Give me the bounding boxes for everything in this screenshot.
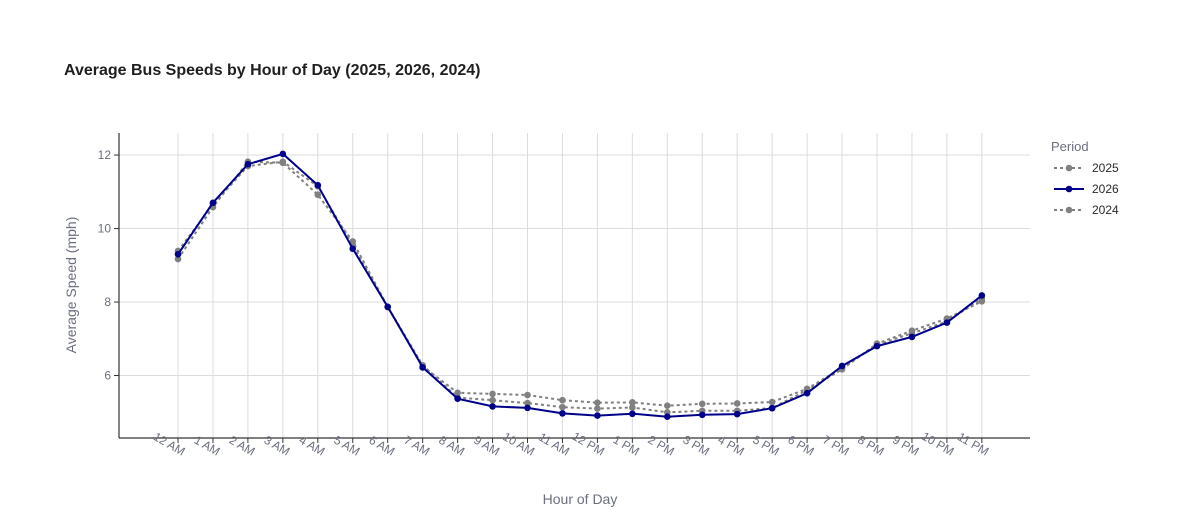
x-tick-label: 6 PM [785,432,816,458]
data-point-2024 [698,400,706,408]
axes [114,133,1030,443]
series-line-2026 [177,152,983,418]
data-point-2026 [698,411,706,419]
series-line-2024 [177,160,983,407]
chart-title: Average Bus Speeds by Hour of Day (2025,… [64,62,481,79]
data-point-2024 [559,396,566,404]
data-point-2026 [489,403,496,410]
data-point-2026 [908,333,916,341]
data-point-2026 [873,342,881,350]
data-point-2026 [174,250,182,258]
data-point-2026 [244,160,252,168]
data-point-2025 [559,403,566,411]
y-tick-label: 12 [98,148,112,162]
legend-item-2025[interactable]: 2025 [1054,161,1119,175]
data-point-2026 [733,410,741,418]
data-point-2024 [768,398,776,406]
legend-label: 2024 [1092,203,1119,217]
y-tick-label: 8 [104,295,111,309]
data-point-2026 [454,395,461,402]
y-tick-label: 6 [104,369,111,383]
x-tick-label: 5 AM [332,433,363,459]
legend-items: 2025 2026 2024 [1054,161,1119,217]
data-point-2024 [733,400,741,407]
x-tick-label: 5 PM [750,432,781,458]
y-tick-labels: 6 8 10 12 [98,148,112,382]
y-axis-title: Average Speed (mph) [63,217,79,354]
x-tick-label: 12 PM [570,429,607,458]
data-point-2026 [559,410,566,417]
data-point-2026 [349,245,357,253]
data-point-2026 [384,303,392,311]
data-point-2026 [209,199,217,207]
x-tick-label: 8 PM [855,432,886,458]
data-point-2026 [524,404,531,412]
data-point-2025 [594,405,601,412]
x-tick-label: 7 AM [401,433,432,459]
legend: Period 2025 2026 2024 [1051,139,1119,217]
data-point-2025 [489,396,496,404]
legend-swatch-marker [1065,164,1073,172]
data-point-2026 [838,362,846,370]
x-tick-label: 9 AM [471,433,502,459]
x-tick-label: 3 PM [680,432,711,458]
x-tick-label: 4 PM [715,432,746,458]
x-tick-labels: 12 AM 1 AM 2 AM 3 AM 4 AM 5 AM 6 AM 7 AM 8 AM 9 A… [151,429,991,458]
data-point-2026 [314,181,322,189]
data-point-2026 [629,410,636,418]
series-2024 [174,158,986,409]
x-tick-label: 4 AM [297,433,328,459]
series-line-2025 [177,160,983,414]
data-point-2024 [489,390,496,398]
data-point-2026 [768,404,776,412]
series-layer [174,150,986,420]
legend-item-2024[interactable]: 2024 [1054,203,1119,217]
x-tick-label: 9 PM [890,432,921,458]
legend-label: 2026 [1092,182,1119,196]
x-tick-label: 1 AM [192,433,223,459]
data-point-2024 [629,399,636,406]
x-axis-title: Hour of Day [543,491,618,507]
data-point-2025 [174,255,182,263]
data-point-2026 [594,412,601,419]
x-tick-label: 2 AM [227,433,258,459]
x-tick-label: 11 PM [955,430,991,459]
data-point-2024 [454,389,461,397]
legend-title: Period [1051,139,1089,154]
data-point-2026 [279,150,287,158]
legend-label: 2025 [1092,161,1119,175]
data-point-2024 [524,391,531,399]
data-point-2026 [943,319,951,326]
x-tick-label: 2 PM [646,432,677,458]
legend-swatch-marker [1065,185,1073,193]
x-tick-label: 6 AM [367,433,398,459]
data-point-2024 [594,399,601,407]
x-tick-label: 10 AM [501,429,537,458]
x-tick-label: 7 PM [820,432,851,458]
legend-item-2026[interactable]: 2026 [1054,182,1119,196]
x-tick-label: 10 PM [919,429,956,458]
data-point-2024 [664,402,671,409]
data-point-2025 [629,404,636,411]
x-tick-label: 8 AM [436,433,467,459]
data-point-2026 [419,364,426,371]
data-point-2024 [279,158,287,165]
series-2026 [174,150,986,420]
data-point-2026 [664,413,671,420]
x-tick-label: 3 AM [262,433,293,459]
data-point-2026 [978,292,986,299]
legend-swatch-marker [1065,206,1073,214]
grid-lines [119,133,1030,438]
x-tick-label: 12 AM [151,429,187,458]
data-point-2026 [803,389,811,397]
y-tick-label: 10 [98,222,112,236]
data-point-2025 [524,399,531,407]
series-2025 [174,158,986,416]
x-tick-label: 11 AM [536,430,572,459]
x-tick-label: 1 PM [611,432,642,458]
data-point-2025 [314,191,322,199]
